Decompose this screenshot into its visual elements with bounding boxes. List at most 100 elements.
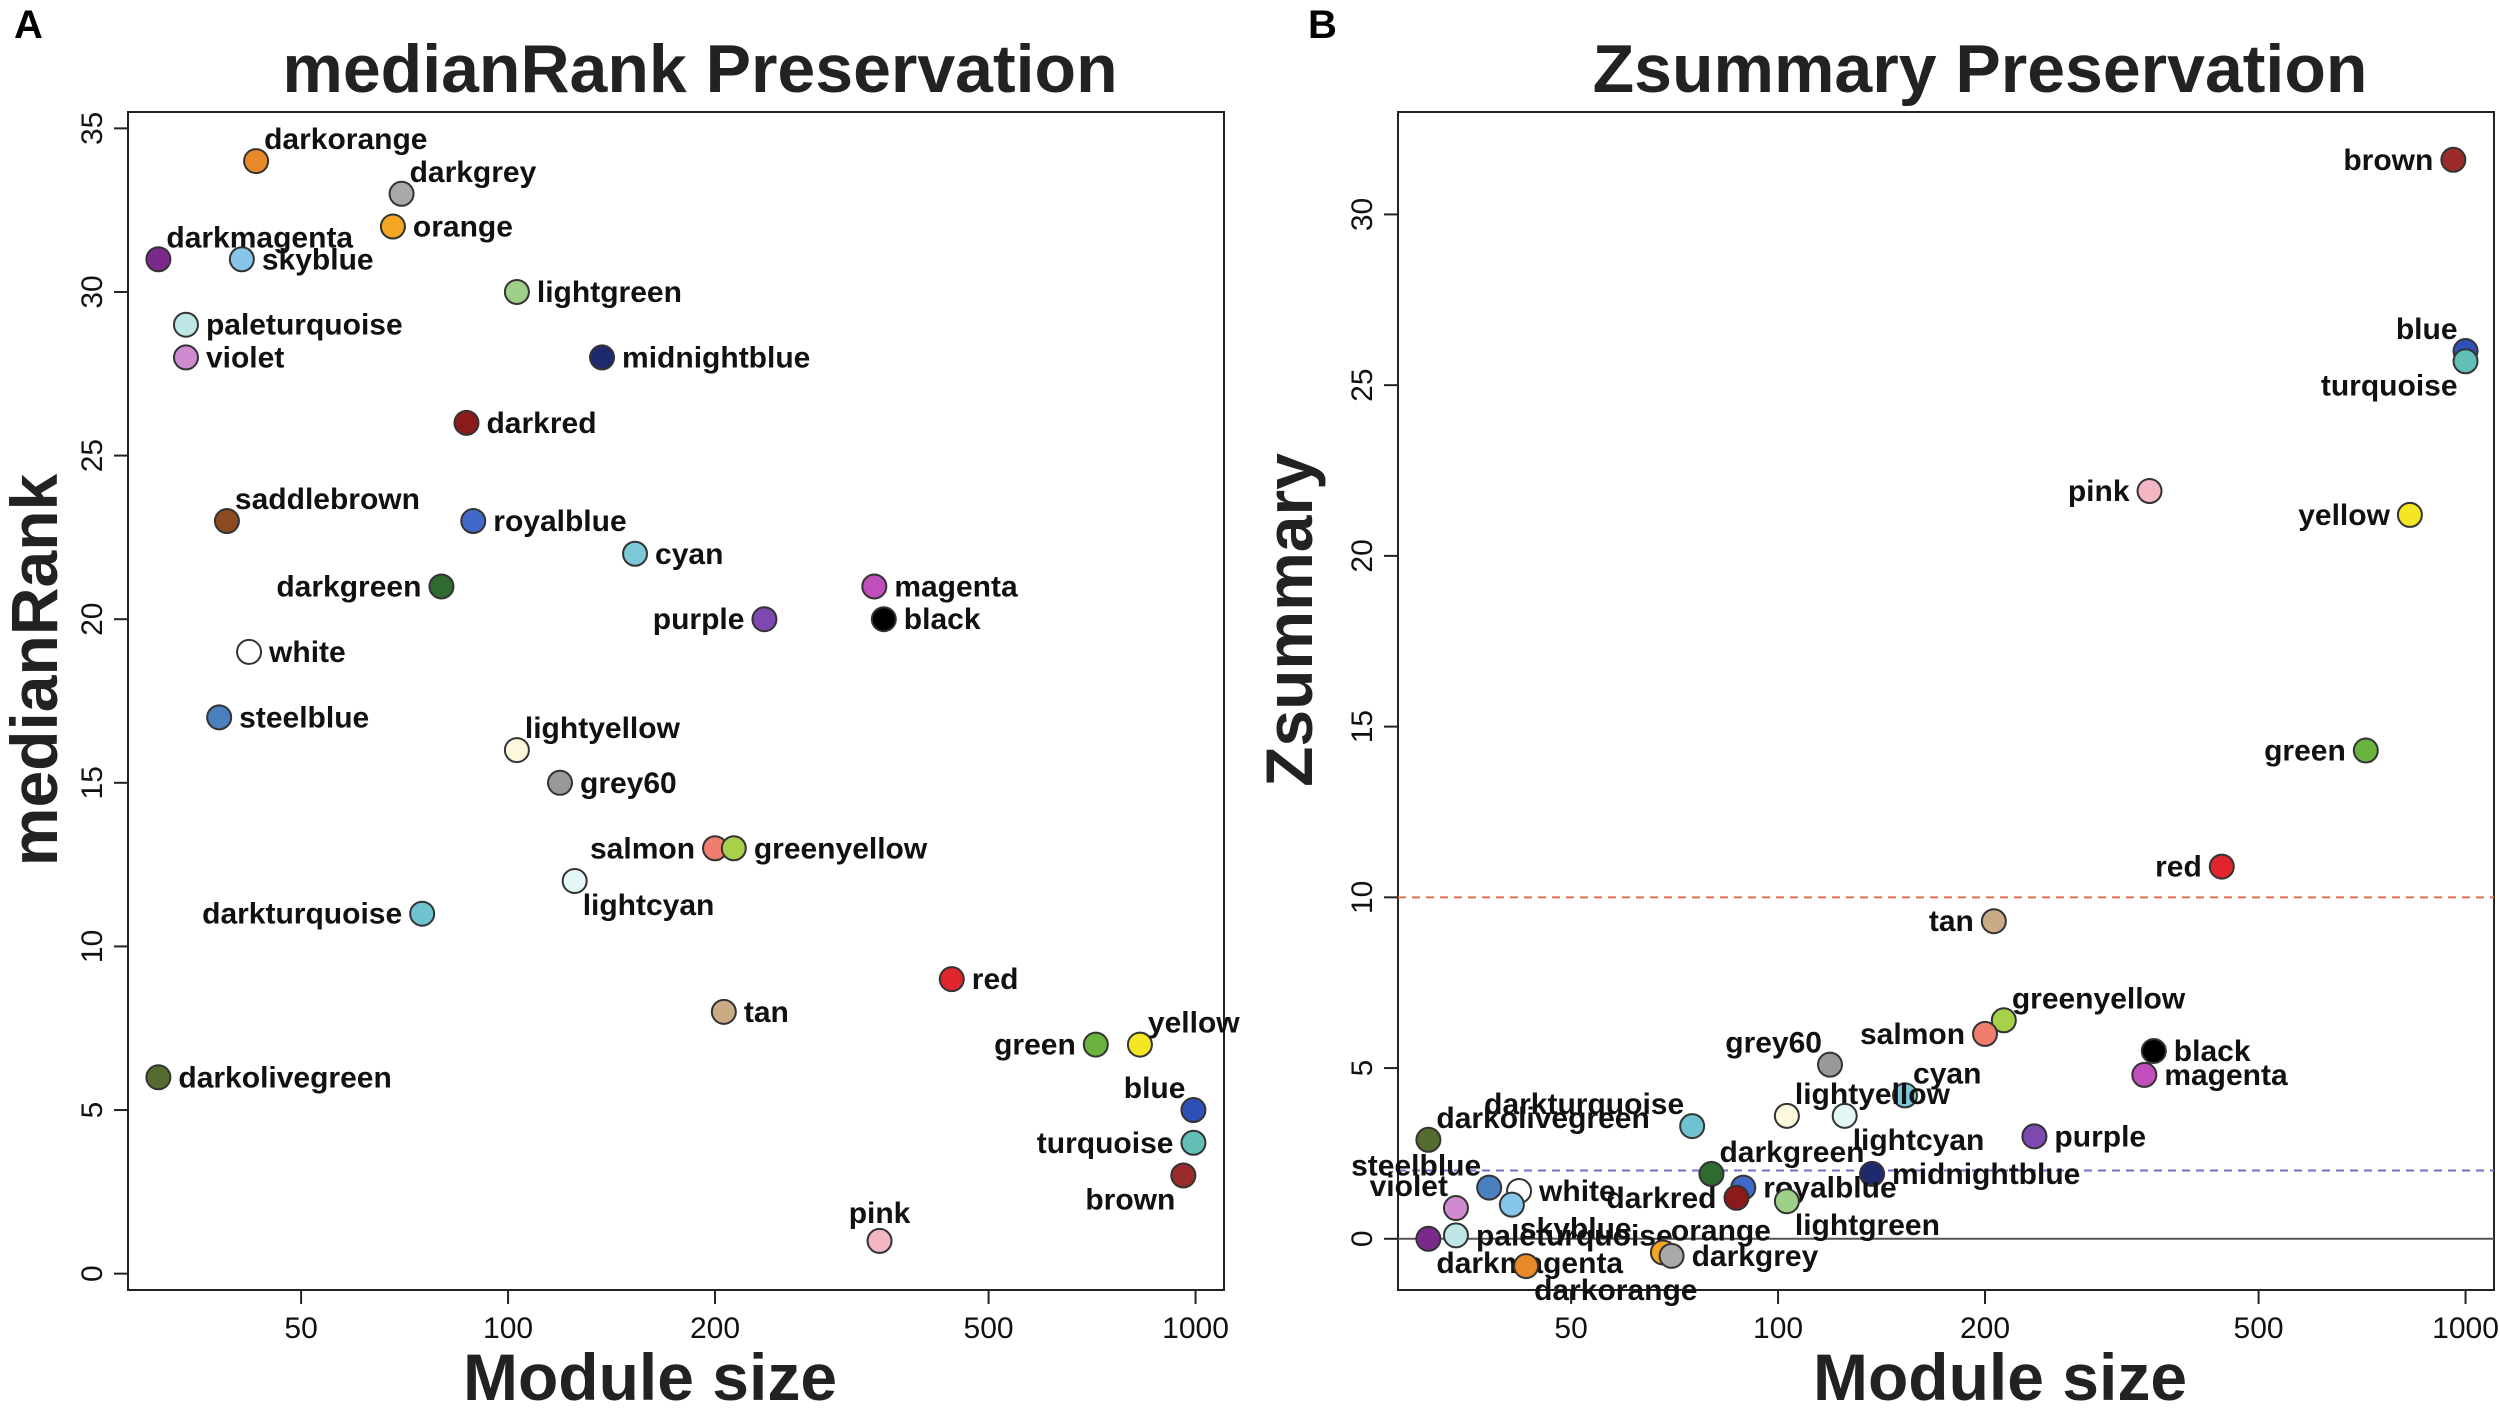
panel-b-plot-frame — [1397, 111, 2495, 1291]
panel-b-points: brown blue turquoise pink yellow green red tan g… — [1351, 144, 2479, 1307]
panel-b-point-label-green: green — [2264, 735, 2346, 768]
panel-a-point-label-brown: brown — [1085, 1183, 1175, 1216]
panel-a-point-label-turquoise: turquoise — [1037, 1127, 1174, 1160]
panel-a-point-greenyellow — [720, 835, 747, 862]
panel-b-letter: B — [1308, 3, 1337, 47]
panel-a-point-label-darkred: darkred — [486, 407, 596, 440]
panel-a-point-darkred — [453, 409, 480, 436]
panel-b-xtick-label: 50 — [1554, 1312, 1587, 1345]
panel-a: A medianRank Preservation Module size me… — [0, 3, 1240, 1410]
panel-a-point-violet — [172, 344, 199, 371]
panel-a-point-steelblue — [206, 704, 233, 731]
panel-a-point-green — [1082, 1031, 1109, 1058]
panel-b-axes: 50 100 200 500 1000 0 5 10 15 20 25 30 — [1346, 198, 2499, 1345]
panel-a-point-label-cyan: cyan — [655, 538, 723, 571]
panel-a-xtick-label: 200 — [690, 1312, 740, 1345]
panel-b-point-label-darkorange: darkorange — [1534, 1274, 1697, 1307]
panel-b-point-turquoise — [2452, 348, 2479, 375]
panel-b-point-label-red: red — [2155, 851, 2202, 884]
panel-b-point-darkturquoise — [1679, 1113, 1706, 1140]
panel-a-point-brown — [1170, 1162, 1197, 1189]
panel-a-point-darkorange — [243, 148, 270, 175]
panel-b-point-red — [2208, 853, 2235, 880]
panel-a-point-label-violet: violet — [206, 341, 284, 374]
panel-b-point-label-midnightblue: midnightblue — [1892, 1158, 2080, 1191]
panel-a-point-label-darkolivegreen: darkolivegreen — [178, 1061, 391, 1094]
panel-a-ytick-label: 20 — [76, 603, 109, 636]
panel-a-ytick-label: 10 — [76, 930, 109, 963]
panel-a-point-label-darkmagenta: darkmagenta — [166, 221, 353, 254]
panel-a-point-darkgrey — [388, 180, 415, 207]
panel-b-point-tan — [1980, 908, 2007, 935]
panel-a-point-label-orange: orange — [413, 211, 513, 244]
panel-a-point-label-magenta: magenta — [894, 570, 1018, 603]
panel-b-point-label-blue: blue — [2396, 313, 2458, 346]
panel-b-point-darkmagenta — [1415, 1225, 1442, 1252]
panel-b-ytick-label: 15 — [1346, 710, 1379, 743]
panel-a-point-darkolivegreen — [145, 1064, 172, 1091]
panel-a-point-label-steelblue: steelblue — [239, 701, 369, 734]
panel-a-point-label-white: white — [268, 636, 346, 669]
panel-b-ytick-label: 20 — [1346, 539, 1379, 572]
panel-b-point-darkolivegreen — [1415, 1126, 1442, 1153]
panel-a-point-label-green: green — [994, 1029, 1076, 1062]
panel-a-title: medianRank Preservation — [282, 31, 1117, 107]
panel-b-point-pink — [2136, 478, 2163, 505]
panel-b-point-label-steelblue: steelblue — [1351, 1150, 1481, 1183]
panel-a-xtick-label: 100 — [483, 1312, 533, 1345]
panel-b-title: Zsummary Preservation — [1593, 31, 2368, 107]
panel-b-reference-lines — [1398, 896, 2494, 1240]
panel-b-ytick-label: 0 — [1346, 1230, 1379, 1247]
panel-a-point-red — [938, 966, 965, 993]
panel-b-point-darkorange — [1513, 1253, 1540, 1280]
panel-a-ytick-label: 25 — [76, 439, 109, 472]
panel-a-point-label-skyblue: skyblue — [262, 243, 374, 276]
panel-b-ytick-label: 25 — [1346, 368, 1379, 401]
panel-a-point-purple — [751, 606, 778, 633]
panel-b-point-label-darkred: darkred — [1606, 1182, 1716, 1215]
panel-a-point-darkturquoise — [409, 900, 436, 927]
panel-b-point-label-cyan: cyan — [1913, 1057, 1981, 1090]
panel-b-point-label-orange: orange — [1671, 1214, 1771, 1247]
panel-b-point-label-darkgreen: darkgreen — [1719, 1136, 1864, 1169]
panel-b-ytick-label: 10 — [1346, 881, 1379, 914]
panel-b-point-label-paleturquoise: paleturquoise — [1476, 1219, 1673, 1252]
panel-a-point-lightcyan — [561, 867, 588, 894]
panel-b-xlabel: Module size — [1813, 1340, 2187, 1410]
panel-a-point-label-lightcyan: lightcyan — [583, 889, 715, 922]
panel-a-point-tan — [710, 998, 737, 1025]
panel-a-point-lightgreen — [503, 278, 530, 305]
panel-a-point-label-purple: purple — [653, 603, 745, 636]
panel-b-point-label-darkturquoise: darkturquoise — [1484, 1088, 1684, 1121]
panel-a-point-yellow — [1126, 1031, 1153, 1058]
panel-b-point-label-darkolivegreen: darkolivegreen — [1436, 1102, 1649, 1135]
panel-a-xtick-label: 50 — [284, 1312, 317, 1345]
panel-b-point-green — [2352, 737, 2379, 764]
panel-b-point-label-darkgrey: darkgrey — [1692, 1240, 1819, 1273]
panel-b: B Zsummary Preservation Module size Zsum… — [1252, 3, 2499, 1410]
panel-b-xtick-label: 500 — [2234, 1312, 2284, 1345]
panel-a-ytick-label: 0 — [76, 1265, 109, 1282]
panel-b-point-label-violet: violet — [1370, 1170, 1448, 1203]
panel-a-axes: 50 100 200 500 1000 0 5 10 15 20 25 30 35 — [76, 112, 1229, 1345]
panel-b-point-lightgreen — [1773, 1188, 1800, 1215]
panel-a-letter: A — [14, 3, 43, 47]
panel-b-xtick-label: 1000 — [2432, 1312, 2499, 1345]
panel-a-point-label-pink: pink — [849, 1197, 911, 1230]
panel-a-point-label-greenyellow: greenyellow — [754, 832, 928, 865]
panel-a-point-grey60 — [547, 769, 574, 796]
panel-b-point-purple — [2021, 1123, 2048, 1150]
panel-a-point-midnightblue — [589, 344, 616, 371]
panel-a-point-label-darkgreen: darkgreen — [276, 570, 421, 603]
panel-a-point-label-midnightblue: midnightblue — [622, 341, 810, 374]
panel-a-point-label-darkturquoise: darkturquoise — [202, 898, 402, 931]
panel-a-xlabel: Module size — [463, 1340, 837, 1410]
panel-b-point-darkred — [1723, 1184, 1750, 1211]
panel-a-point-saddlebrown — [213, 508, 240, 535]
panel-a-point-paleturquoise — [172, 311, 199, 338]
panel-b-point-steelblue — [1476, 1174, 1503, 1201]
panel-a-ytick-label: 35 — [76, 112, 109, 145]
panel-a-point-label-blue: blue — [1124, 1072, 1186, 1105]
panel-b-point-paleturquoise — [1442, 1222, 1469, 1249]
